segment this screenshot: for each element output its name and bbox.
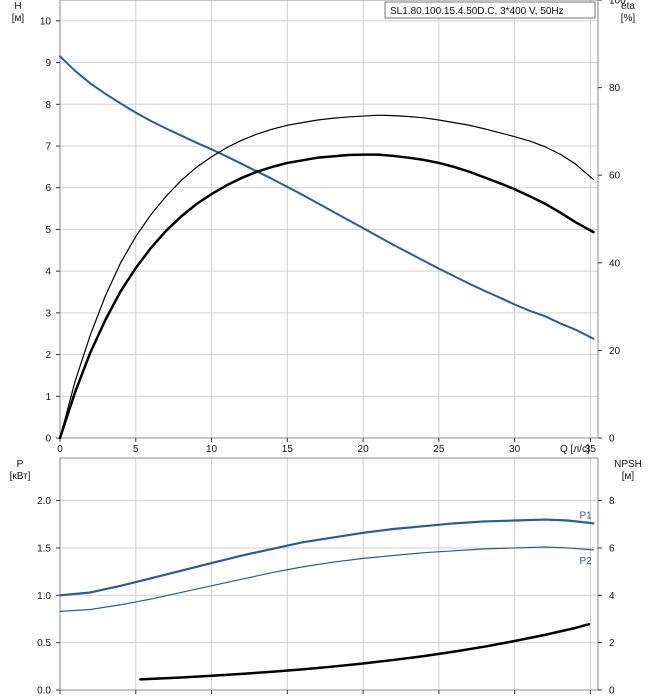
top-xtick-label-10: 10 bbox=[206, 444, 218, 455]
top-xtick-label-20: 20 bbox=[358, 444, 370, 455]
bottom-series-label-p1: P1 bbox=[579, 510, 592, 521]
top-ytick-label-2: 2 bbox=[45, 350, 51, 361]
y2-axis-label-eta: eta [%] bbox=[621, 1, 636, 24]
top-xtick-label-25: 25 bbox=[433, 444, 445, 455]
bottom-y2tick-label-0: 0 bbox=[609, 686, 615, 697]
top-series-eta2 bbox=[59, 114, 595, 439]
top-xtick-label-0: 0 bbox=[57, 444, 63, 455]
bottom-series-p1 bbox=[58, 518, 595, 597]
x-axis-label: Q [л/с] bbox=[560, 444, 590, 455]
top-ytick-label-3: 3 bbox=[45, 308, 51, 319]
top-y2tick-label-0: 0 bbox=[609, 434, 615, 445]
y-axis-label-p: P [кВт] bbox=[10, 459, 31, 482]
top-series-eta1 bbox=[58, 153, 595, 440]
top-ytick-label-10: 10 bbox=[40, 16, 52, 27]
bottom-grid bbox=[60, 458, 598, 690]
bottom-y2tick-label-4: 4 bbox=[609, 591, 615, 602]
top-xtick-label-35: 35 bbox=[585, 444, 597, 455]
y-axis-label-h: H [м] bbox=[12, 1, 25, 24]
top-grid bbox=[60, 0, 598, 438]
bottom-series-p2 bbox=[59, 546, 595, 613]
top-xtick-label-5: 5 bbox=[133, 444, 139, 455]
top-plot-frame bbox=[59, 0, 599, 439]
bottom-ytick-label-0.5: 0.5 bbox=[37, 638, 51, 649]
top-ytick-label-9: 9 bbox=[45, 58, 51, 69]
top-ytick-label-4: 4 bbox=[45, 267, 51, 278]
top-y2tick-label-80: 80 bbox=[609, 83, 621, 94]
bottom-ytick-label-1.5: 1.5 bbox=[37, 543, 51, 554]
bottom-series-label-p2: P2 bbox=[579, 556, 592, 567]
top-series bbox=[58, 55, 595, 440]
top-series-h bbox=[59, 55, 595, 340]
bottom-y2tick-label-8: 8 bbox=[609, 496, 615, 507]
top-xtick-label-30: 30 bbox=[509, 444, 521, 455]
top-ytick-label-1: 1 bbox=[45, 392, 51, 403]
bottom-y2tick-label-2: 2 bbox=[609, 638, 615, 649]
top-ytick-label-5: 5 bbox=[45, 225, 51, 236]
top-ytick-label-7: 7 bbox=[45, 142, 51, 153]
top-xtick-label-15: 15 bbox=[282, 444, 294, 455]
bottom-ytick-label-2.0: 2.0 bbox=[37, 496, 51, 507]
top-ytick-label-8: 8 bbox=[45, 100, 51, 111]
bottom-y2tick-label-6: 6 bbox=[609, 543, 615, 554]
y2-axis-label-npsh: NPSH [м] bbox=[614, 459, 642, 482]
bottom-plot-frame bbox=[59, 457, 599, 691]
chart-title-box bbox=[384, 1, 596, 19]
bottom-series-npsh bbox=[139, 622, 591, 681]
bottom-ticks: 0.0 0.5 1.0 1.5 2.0 0 2 4 6 8 bbox=[37, 496, 615, 696]
top-y2tick-label-100: 100 bbox=[609, 0, 626, 7]
top-y2tick-label-40: 40 bbox=[609, 258, 621, 269]
bottom-ytick-label-0.0: 0.0 bbox=[37, 686, 51, 697]
top-y2tick-label-60: 60 bbox=[609, 171, 621, 182]
top-y2tick-label-20: 20 bbox=[609, 346, 621, 357]
top-ytick-label-6: 6 bbox=[45, 183, 51, 194]
bottom-series: P1 P2 bbox=[58, 510, 595, 681]
bottom-ytick-label-1.0: 1.0 bbox=[37, 591, 51, 602]
chart-title: SL1.80.100.15.4.50D.C, 3*400 V, 50Hz bbox=[390, 6, 564, 17]
top-ytick-label-0: 0 bbox=[45, 434, 51, 445]
